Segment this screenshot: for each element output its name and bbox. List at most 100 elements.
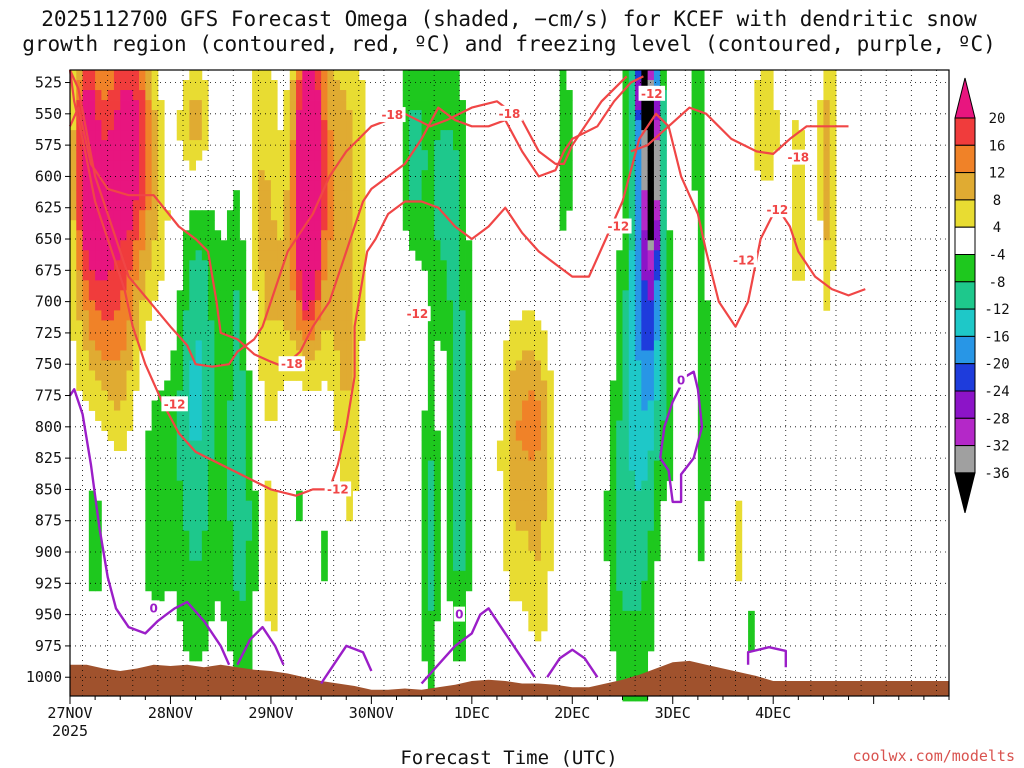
omega-cell: [201, 270, 209, 281]
omega-cell: [189, 450, 196, 462]
omega-cell: [346, 500, 353, 512]
omega-cell: [139, 70, 146, 81]
omega-cell: [139, 130, 146, 141]
omega-cell: [622, 260, 630, 271]
omega-cell: [220, 350, 228, 361]
omega-cell: [233, 340, 240, 351]
omega-cell: [653, 290, 661, 301]
omega-cell: [321, 350, 328, 361]
omega-cell: [409, 100, 416, 111]
omega-cell: [302, 330, 309, 341]
omega-cell: [547, 430, 554, 441]
omega-cell: [270, 160, 278, 171]
omega-cell: [446, 370, 454, 381]
omega-cell: [452, 560, 460, 572]
omega-cell: [609, 640, 617, 652]
omega-cell: [239, 370, 247, 381]
omega-cell: [126, 390, 134, 401]
omega-cell: [817, 210, 824, 221]
omega-cell: [427, 230, 435, 241]
omega-cell: [421, 240, 429, 251]
omega-cell: [817, 110, 824, 121]
omega-cell: [534, 630, 542, 642]
omega-cell: [113, 110, 121, 121]
omega-cell: [666, 370, 674, 381]
omega-cell: [465, 480, 473, 492]
omega-cell: [358, 110, 366, 121]
omega-cell: [151, 170, 159, 181]
omega-cell: [465, 270, 473, 281]
omega-cell: [704, 410, 711, 421]
omega-cell: [101, 290, 109, 301]
omega-cell: [233, 420, 240, 431]
omega-cell: [258, 210, 266, 221]
omega-cell: [277, 260, 284, 271]
omega-cell: [120, 310, 127, 321]
omega-cell: [798, 260, 805, 271]
omega-cell: [95, 240, 102, 251]
omega-cell: [339, 170, 347, 181]
omega-cell: [446, 260, 454, 271]
omega-cell: [201, 380, 209, 391]
omega-cell: [522, 580, 529, 592]
omega-cell: [270, 80, 278, 91]
omega-cell: [76, 240, 83, 251]
omega-cell: [183, 540, 190, 552]
omega-cell: [459, 490, 466, 502]
omega-cell: [239, 520, 247, 532]
y-tick-label: 900: [35, 543, 62, 561]
omega-cell: [459, 270, 466, 281]
omega-cell: [452, 300, 460, 311]
omega-cell: [101, 260, 109, 271]
omega-cell: [201, 530, 209, 542]
omega-cell: [120, 90, 127, 101]
omega-cell: [635, 250, 642, 261]
omega-cell: [214, 560, 222, 572]
credit-link[interactable]: coolwx.com/modelts: [852, 747, 1015, 765]
omega-cell: [176, 490, 184, 502]
omega-cell: [352, 80, 360, 91]
omega-cell: [88, 270, 96, 281]
omega-cell: [653, 520, 661, 532]
omega-cell: [346, 300, 353, 311]
omega-cell: [609, 510, 617, 522]
omega-cell: [252, 560, 259, 572]
omega-cell: [214, 420, 222, 431]
omega-cell: [817, 160, 824, 171]
omega-cell: [126, 80, 134, 91]
omega-cell: [70, 110, 77, 121]
omega-cell: [421, 160, 429, 171]
omega-cell: [283, 100, 291, 111]
omega-cell: [126, 320, 134, 331]
omega-cell: [333, 200, 341, 211]
omega-cell: [82, 280, 90, 291]
omega-cell: [233, 400, 240, 411]
omega-cell: [76, 160, 83, 171]
omega-cell: [440, 330, 448, 341]
omega-cell: [333, 280, 341, 291]
chart-title-line-1: 2025112700 GFS Forecast Omega (shaded, −…: [41, 7, 977, 31]
omega-cell: [321, 150, 328, 161]
omega-cell: [427, 390, 435, 401]
omega-cell: [208, 450, 215, 462]
omega-cell: [427, 130, 435, 141]
omega-cell: [534, 430, 542, 441]
omega-cell: [101, 380, 109, 391]
omega-cell: [113, 410, 121, 421]
omega-cell: [208, 610, 215, 622]
omega-cell: [239, 510, 247, 522]
omega-cell: [509, 560, 517, 572]
omega-cell: [333, 230, 341, 241]
omega-cell: [245, 390, 253, 401]
omega-cell: [459, 420, 466, 431]
omega-cell: [465, 560, 473, 572]
omega-cell: [697, 90, 705, 101]
omega-cell: [233, 660, 240, 672]
omega-cell: [528, 360, 536, 371]
omega-cell: [635, 420, 642, 431]
omega-cell: [754, 100, 762, 111]
omega-cell: [195, 470, 203, 482]
omega-cell: [107, 280, 115, 291]
omega-cell: [195, 510, 203, 522]
omega-cell: [666, 350, 674, 361]
